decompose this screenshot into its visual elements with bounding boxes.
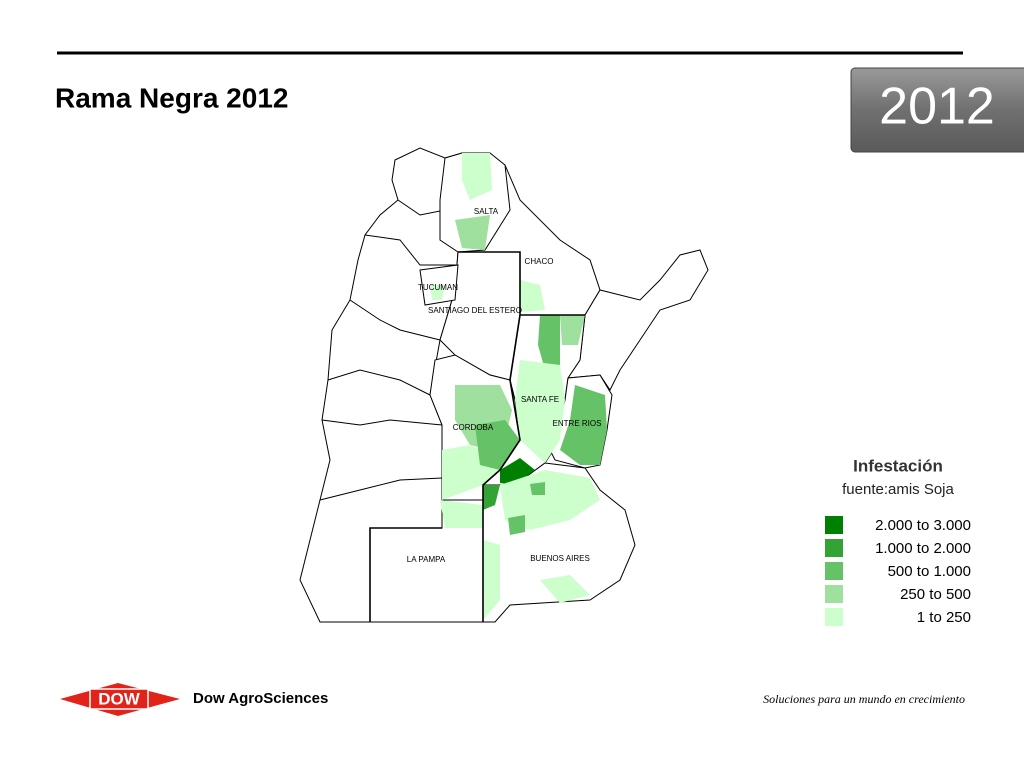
legend-title: Infestación: [853, 456, 943, 475]
map-label: ENTRE RIOS: [553, 419, 602, 428]
patch: [483, 540, 500, 620]
province-border: [458, 251, 585, 316]
department-line: [319, 477, 443, 501]
legend-swatch: [825, 608, 843, 626]
legend-swatch: [825, 562, 843, 580]
map-label: TUCUMAN: [418, 283, 458, 292]
patch: [462, 153, 492, 200]
patch: [440, 500, 483, 528]
department-line: [349, 299, 441, 341]
legend-swatch: [825, 516, 843, 534]
map-label: BUENOS AIRES: [530, 554, 590, 563]
patch: [430, 285, 445, 300]
legend-swatch: [825, 585, 843, 603]
map: [299, 147, 709, 623]
legend-swatch: [825, 539, 843, 557]
patch: [540, 575, 590, 603]
patch: [515, 360, 565, 463]
map-label: CORDOBA: [453, 423, 494, 432]
patch: [560, 385, 607, 465]
map-label: SALTA: [474, 207, 499, 216]
year-badge: [850, 67, 1024, 153]
patch: [560, 315, 585, 345]
map-label: SANTIAGO DEL ESTERO: [428, 306, 522, 315]
patch: [455, 215, 490, 250]
department-line: [321, 419, 443, 426]
patch: [530, 482, 545, 495]
legend-label: 250 to 500: [900, 586, 971, 603]
department-line: [327, 369, 431, 396]
patch: [538, 315, 560, 370]
patch: [475, 420, 520, 470]
patch: [508, 515, 525, 535]
map-label: CHACO: [525, 257, 554, 266]
province-border: [369, 527, 442, 622]
tagline: Soluciones para un mundo en crecimiento: [763, 692, 965, 706]
brand: Dow AgroSciences: [193, 690, 328, 707]
legend-label: 1.000 to 2.000: [875, 540, 971, 557]
patch: [520, 280, 545, 312]
province-border: [482, 314, 521, 622]
department-line: [364, 234, 458, 266]
logo-text: DOW: [98, 689, 141, 708]
patch: [500, 458, 535, 485]
legend-subtitle: fuente:amis Soja: [842, 481, 954, 498]
dow-logo: DOW: [60, 683, 180, 716]
patch: [483, 485, 500, 510]
map-label: SANTA FE: [521, 395, 559, 404]
legend-label: 1 to 250: [917, 609, 971, 626]
slide-title: Rama Negra 2012: [55, 82, 288, 113]
legend-label: 500 to 1.000: [888, 563, 971, 580]
map-label: LA PAMPA: [407, 555, 446, 564]
legend-label: 2.000 to 3.000: [875, 517, 971, 534]
infestation-patches: [430, 153, 607, 620]
year-badge-text: 2012: [879, 78, 995, 136]
